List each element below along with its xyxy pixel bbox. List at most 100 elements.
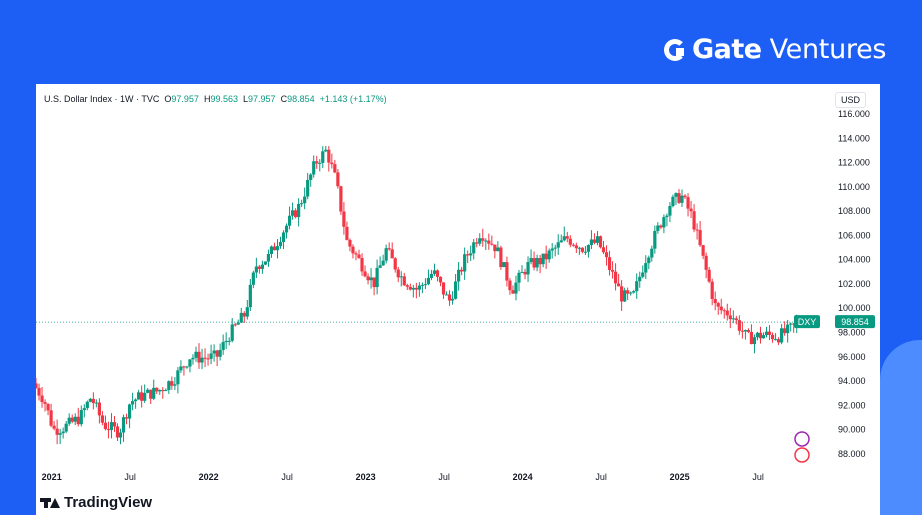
candle-body xyxy=(423,284,428,286)
candle-body xyxy=(758,332,763,339)
candle-body xyxy=(173,384,177,386)
candle-body xyxy=(230,324,234,341)
high-label: H xyxy=(203,94,211,104)
candle-body xyxy=(396,269,400,278)
candle-body xyxy=(112,422,117,427)
candle-body xyxy=(635,281,639,292)
candle-body xyxy=(472,242,476,254)
candle-body xyxy=(460,269,464,272)
candle-body xyxy=(538,258,542,265)
candle-body xyxy=(487,240,491,244)
candle-body xyxy=(281,232,286,243)
candle-body xyxy=(420,284,424,286)
candle-body xyxy=(103,422,108,430)
candle-body xyxy=(321,151,325,163)
open-label: O xyxy=(164,94,172,104)
candle-body xyxy=(242,312,246,317)
candle-body xyxy=(426,277,431,285)
candle-body xyxy=(269,246,274,255)
candle-body xyxy=(417,285,421,290)
candle-body xyxy=(109,422,114,431)
candle-body xyxy=(641,272,645,277)
y-tick-label: 114.000 xyxy=(838,133,870,143)
candle-body xyxy=(303,196,307,204)
candle-body xyxy=(731,318,735,320)
candlestick-chart[interactable]: 88.000 90.000 92.000 94.000 96.000 98.000 100.… xyxy=(36,84,880,515)
brand-sub: Ventures xyxy=(769,34,887,65)
candle-body xyxy=(574,245,578,249)
candle-body xyxy=(134,399,138,402)
candle-body xyxy=(399,276,403,278)
candle-body xyxy=(52,425,56,429)
candle-body xyxy=(453,281,458,299)
x-tick-label: Jul xyxy=(595,472,607,482)
candle-body xyxy=(707,269,711,282)
candle-body xyxy=(647,257,651,264)
candle-body xyxy=(206,358,210,360)
y-tick-label: 88.000 xyxy=(838,449,866,459)
candle-body xyxy=(432,270,437,274)
symbol-label: DXY xyxy=(798,317,817,327)
candle-body xyxy=(490,243,494,245)
candle-body xyxy=(266,254,271,262)
candle-body xyxy=(339,186,343,212)
close-label: C xyxy=(280,94,288,104)
candle-body xyxy=(82,408,86,411)
candle-body xyxy=(740,330,744,332)
candle-body xyxy=(233,324,237,326)
x-tick-label: 2025 xyxy=(670,472,690,482)
candle-body xyxy=(505,262,509,281)
currency-button[interactable]: USD xyxy=(834,92,866,108)
candle-body xyxy=(88,398,92,402)
candle-body xyxy=(64,423,68,432)
candle-body xyxy=(224,340,228,343)
candle-body xyxy=(752,337,757,345)
candle-body xyxy=(372,277,376,288)
y-tick-label: 98.000 xyxy=(838,327,866,337)
ohlc-header: U.S. Dollar Index · 1W · TVC O97.957 H99… xyxy=(44,94,387,104)
y-tick-label: 92.000 xyxy=(838,400,866,410)
candle-body xyxy=(306,179,310,197)
candle-body xyxy=(236,322,240,325)
candle-body xyxy=(336,172,340,187)
candle-body xyxy=(318,162,322,164)
tradingview-icon xyxy=(40,496,60,510)
candle-body xyxy=(37,387,41,396)
candle-body xyxy=(91,398,95,404)
candle-body xyxy=(773,339,778,341)
candle-body xyxy=(716,303,720,307)
candle-body xyxy=(786,324,790,334)
candle-body xyxy=(85,401,89,409)
tradingview-logo: TradingView xyxy=(40,494,152,511)
low-label: L xyxy=(243,94,249,104)
y-tick-label: 96.000 xyxy=(838,352,866,362)
candle-body xyxy=(776,339,781,343)
candle-body xyxy=(203,357,207,359)
candle-body xyxy=(604,252,609,258)
candle-body xyxy=(260,264,265,269)
candle-body xyxy=(638,276,642,282)
candle-body xyxy=(665,215,669,218)
candle-body xyxy=(559,240,563,243)
candle-body xyxy=(381,260,385,266)
candle-body xyxy=(701,245,705,256)
candle-body xyxy=(767,331,772,335)
candle-body xyxy=(405,285,409,287)
candle-body xyxy=(209,353,213,359)
candle-body xyxy=(508,280,512,291)
candle-body xyxy=(719,306,723,311)
candle-body xyxy=(792,323,796,325)
candle-body xyxy=(182,366,186,368)
candle-body xyxy=(287,215,292,226)
candle-body xyxy=(278,242,283,247)
candle-body xyxy=(221,342,225,350)
candle-body xyxy=(764,331,769,336)
candle-body xyxy=(659,225,663,228)
candle-body xyxy=(185,366,189,368)
candle-body xyxy=(562,236,566,241)
candle-body xyxy=(164,389,168,392)
candle-body xyxy=(94,402,98,404)
candle-body xyxy=(725,310,729,316)
candle-body xyxy=(284,225,289,233)
candle-body xyxy=(607,257,612,270)
